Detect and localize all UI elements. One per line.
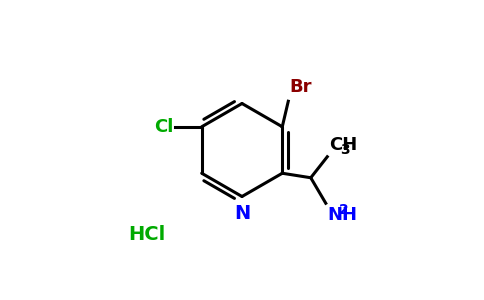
Text: NH: NH: [327, 206, 357, 224]
Text: Cl: Cl: [154, 118, 173, 136]
Text: CH: CH: [329, 136, 357, 154]
Text: 2: 2: [339, 203, 348, 217]
Text: HCl: HCl: [128, 224, 165, 244]
Text: Br: Br: [290, 78, 312, 96]
Text: 3: 3: [340, 143, 350, 157]
Text: N: N: [234, 204, 250, 223]
